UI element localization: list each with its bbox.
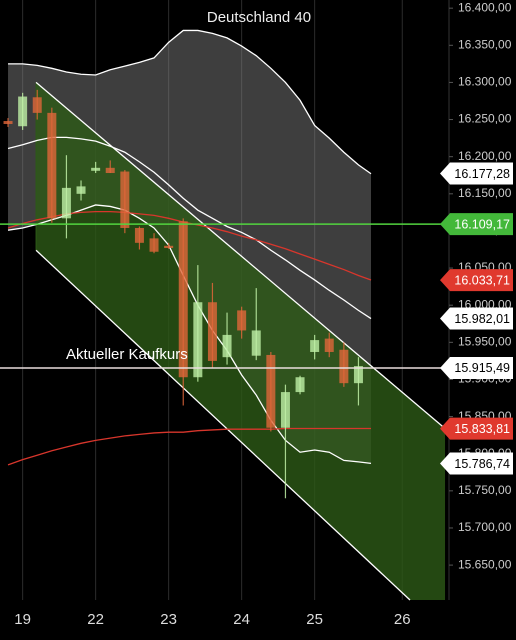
candle-body [149,238,159,252]
price-flag [440,356,513,379]
candle-body [47,112,57,219]
price-levels: Aktueller Kaufkurs [0,223,449,369]
price-flags: 16.177,28 16.109,17 16.033,71 15.982,01 15.9… [440,162,513,475]
price-flag [440,452,513,475]
candle-body [134,227,144,243]
candle-body [76,186,86,194]
candle-body [18,96,28,127]
x-tick-label: 25 [306,611,323,628]
level-label: Aktueller Kaufkurs [66,346,188,363]
candles [3,89,363,499]
y-tick-label: 16.150,00 [458,186,512,200]
y-tick-label: 16.300,00 [458,75,512,89]
x-tick-label: 24 [233,611,250,628]
candle-body [105,167,115,174]
price-flag-label: 16.109,17 [454,217,510,231]
candle-body [310,340,320,352]
x-tick-label: 23 [160,611,177,628]
candle-body [120,171,130,228]
candle-body [324,338,334,352]
candle-body [61,187,71,219]
moving-average [7,427,372,466]
candle-body [266,354,276,428]
candle-body [178,221,188,378]
x-tick-label: 22 [87,611,104,628]
candle-body [193,302,203,378]
candle-body [280,392,290,428]
y-tick-label: 15.750,00 [458,483,512,497]
price-flag-label: 15.786,74 [454,457,510,471]
trend-channel [35,81,446,601]
price-flag-label: 15.915,49 [454,361,510,375]
price-flag [440,162,513,185]
band-line [8,29,372,175]
price-flag [440,213,513,236]
candle-body [353,366,363,384]
candle-body [222,334,232,358]
channel-line [35,81,446,429]
band-line [7,136,372,320]
channel-area [36,82,446,601]
price-flag [440,307,513,330]
candle-body [91,167,101,171]
channel-line [35,249,411,601]
y-tick-label: 16.250,00 [458,112,512,126]
y-tick-label: 16.400,00 [458,0,512,14]
price-flag [440,269,513,292]
y-tick-label: 16.350,00 [458,37,512,51]
candle-body [339,349,349,384]
candle-body [32,97,42,113]
candle-body [251,330,261,356]
price-flag [440,417,513,440]
chart-title: Deutschland 40 [207,9,311,26]
y-tick-label: 15.700,00 [458,520,512,534]
candle-body [207,302,217,361]
candle-body [295,377,305,393]
price-flag-label: 16.177,28 [454,167,510,181]
x-tick-label: 26 [394,611,411,628]
candle-body [3,121,13,125]
price-flag-label: 15.982,01 [454,312,510,326]
price-flag-label: 16.033,71 [454,273,510,287]
price-flag-label: 15.833,81 [454,422,510,436]
y-tick-label: 15.650,00 [458,557,512,571]
candle-body [164,245,174,249]
x-tick-label: 19 [14,611,31,628]
y-tick-label: 15.950,00 [458,334,512,348]
candle-body [237,310,247,331]
y-tick-label: 16.200,00 [458,149,512,163]
